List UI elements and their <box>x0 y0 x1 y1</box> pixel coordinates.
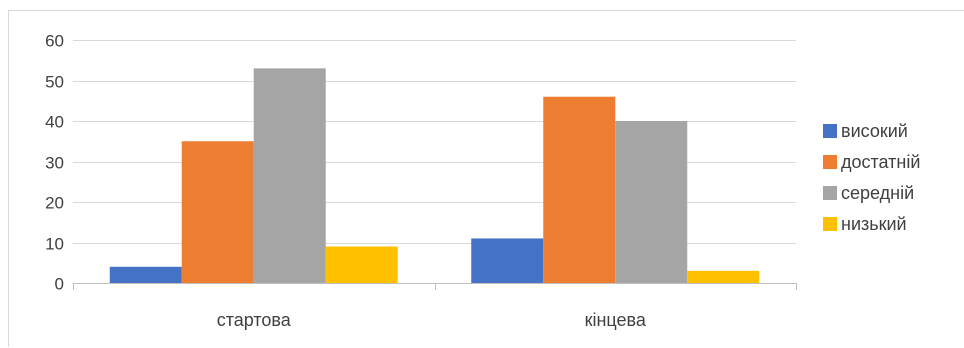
y-tick-label: 20 <box>45 194 64 213</box>
legend-label: високий <box>841 121 908 141</box>
bar-стартова-низький <box>325 246 398 283</box>
legend-swatch <box>823 155 837 169</box>
y-tick-labels: 0 10 20 30 40 50 60 <box>45 32 64 294</box>
bar-стартова-середній <box>253 68 326 283</box>
x-tick-labels: стартова кінцева <box>217 310 647 330</box>
x-tick-label: кінцева <box>585 310 647 330</box>
bar-chart: 0 10 20 30 40 50 60 стартова кінцева високий дос… <box>45 32 920 331</box>
y-tick-label: 0 <box>55 275 64 294</box>
bar-кінцева-низький <box>687 270 760 283</box>
gridlines <box>73 40 796 244</box>
legend-swatch <box>823 124 837 138</box>
bar-кінцева-достатній <box>543 96 616 283</box>
legend-swatch <box>823 217 837 231</box>
axes <box>73 283 797 290</box>
y-tick-label: 10 <box>45 235 64 254</box>
legend: високий достатній середній низький <box>823 121 920 234</box>
legend-swatch <box>823 186 837 200</box>
legend-label: середній <box>841 183 914 203</box>
bar-кінцева-середній <box>615 121 688 283</box>
chart-frame: 0 10 20 30 40 50 60 стартова кінцева високий дос… <box>8 10 964 347</box>
x-tick-label: стартова <box>217 310 292 330</box>
bar-кінцева-високий <box>471 238 544 283</box>
y-tick-label: 60 <box>45 32 64 51</box>
y-tick-label: 50 <box>45 73 64 92</box>
legend-label: достатній <box>841 152 920 172</box>
y-tick-label: 40 <box>45 113 64 132</box>
y-tick-label: 30 <box>45 154 64 173</box>
legend-label: низький <box>841 214 907 234</box>
bar-стартова-високий <box>109 266 182 283</box>
bars <box>109 68 760 283</box>
bar-стартова-достатній <box>181 141 254 283</box>
